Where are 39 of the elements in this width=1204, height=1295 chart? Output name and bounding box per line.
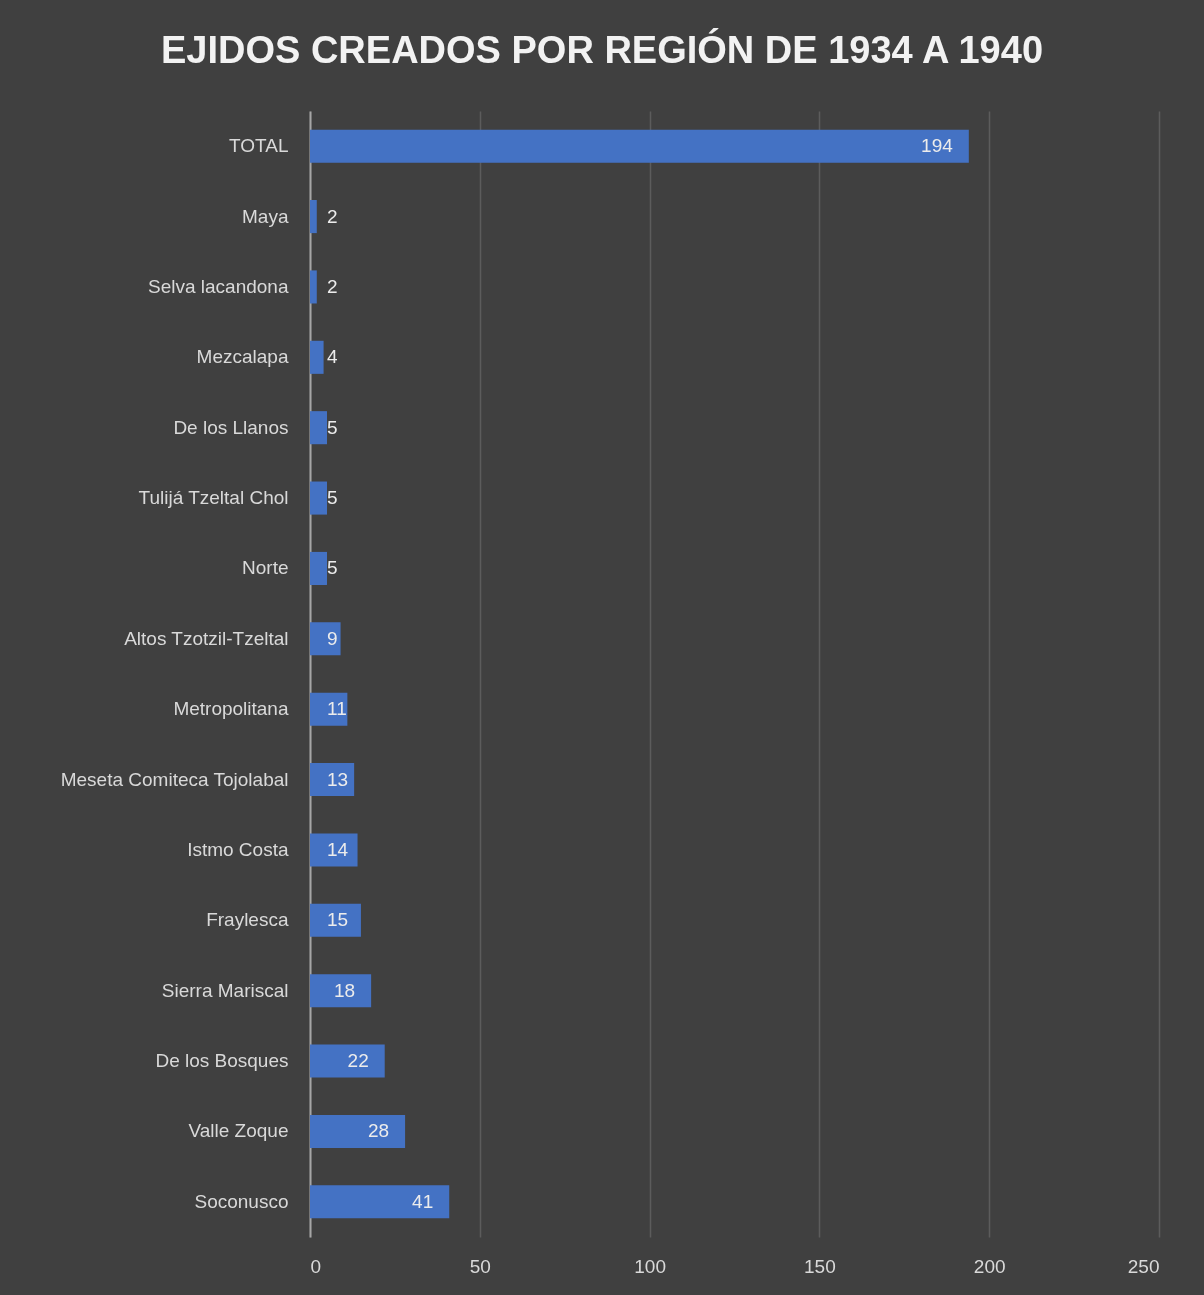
data-label: 5 bbox=[327, 557, 338, 579]
data-label: 2 bbox=[327, 275, 338, 297]
y-tick-label: De los Bosques bbox=[155, 1050, 289, 1072]
data-label: 194 bbox=[921, 135, 954, 157]
data-label: 5 bbox=[327, 487, 338, 509]
y-tick-label: Selva lacandona bbox=[148, 275, 289, 297]
data-label: 14 bbox=[327, 838, 349, 860]
data-label: 18 bbox=[333, 979, 356, 1001]
data-label: 4 bbox=[327, 346, 338, 368]
x-tick-label: 50 bbox=[469, 1255, 491, 1277]
y-tick-label: Istmo Costa bbox=[187, 838, 289, 860]
chart-title: EJIDOS CREADOS POR REGIÓN DE 1934 A 1940 bbox=[160, 28, 1044, 71]
y-tick-label: Tulijá Tzeltal Chol bbox=[138, 487, 289, 509]
y-tick-label: TOTAL bbox=[229, 135, 289, 157]
x-tick-label: 200 bbox=[973, 1255, 1006, 1277]
y-tick-label: Mezcalapa bbox=[196, 346, 289, 368]
y-tick-label: Sierra Mariscal bbox=[161, 979, 289, 1001]
data-label: 22 bbox=[347, 1050, 369, 1072]
y-tick-label: Fraylesca bbox=[206, 909, 289, 931]
y-tick-label: Metropolitana bbox=[173, 698, 289, 720]
y-tick-label: Maya bbox=[242, 205, 289, 227]
data-label: 28 bbox=[367, 1120, 390, 1142]
y-tick-label: Valle Zoque bbox=[188, 1120, 289, 1142]
data-label: 41 bbox=[412, 1190, 434, 1212]
data-label: 2 bbox=[327, 205, 338, 227]
y-tick-label: Norte bbox=[242, 557, 289, 579]
x-tick-label: 250 bbox=[1127, 1255, 1160, 1277]
y-tick-label: De los Llanos bbox=[173, 416, 289, 438]
x-tick-label: 0 bbox=[310, 1255, 322, 1277]
data-label: 9 bbox=[327, 627, 338, 649]
data-label: 15 bbox=[327, 909, 349, 931]
y-tick-label: Altos Tzotzil-Tzeltal bbox=[124, 627, 289, 649]
x-tick-label: 150 bbox=[804, 1255, 836, 1277]
y-tick-label: Soconusco bbox=[194, 1190, 289, 1212]
y-tick-label: Meseta Comiteca Tojolabal bbox=[60, 768, 289, 790]
data-label: 11 bbox=[327, 698, 347, 720]
x-tick-label: 100 bbox=[634, 1255, 666, 1277]
data-label: 13 bbox=[327, 768, 349, 790]
data-label: 5 bbox=[327, 416, 338, 438]
